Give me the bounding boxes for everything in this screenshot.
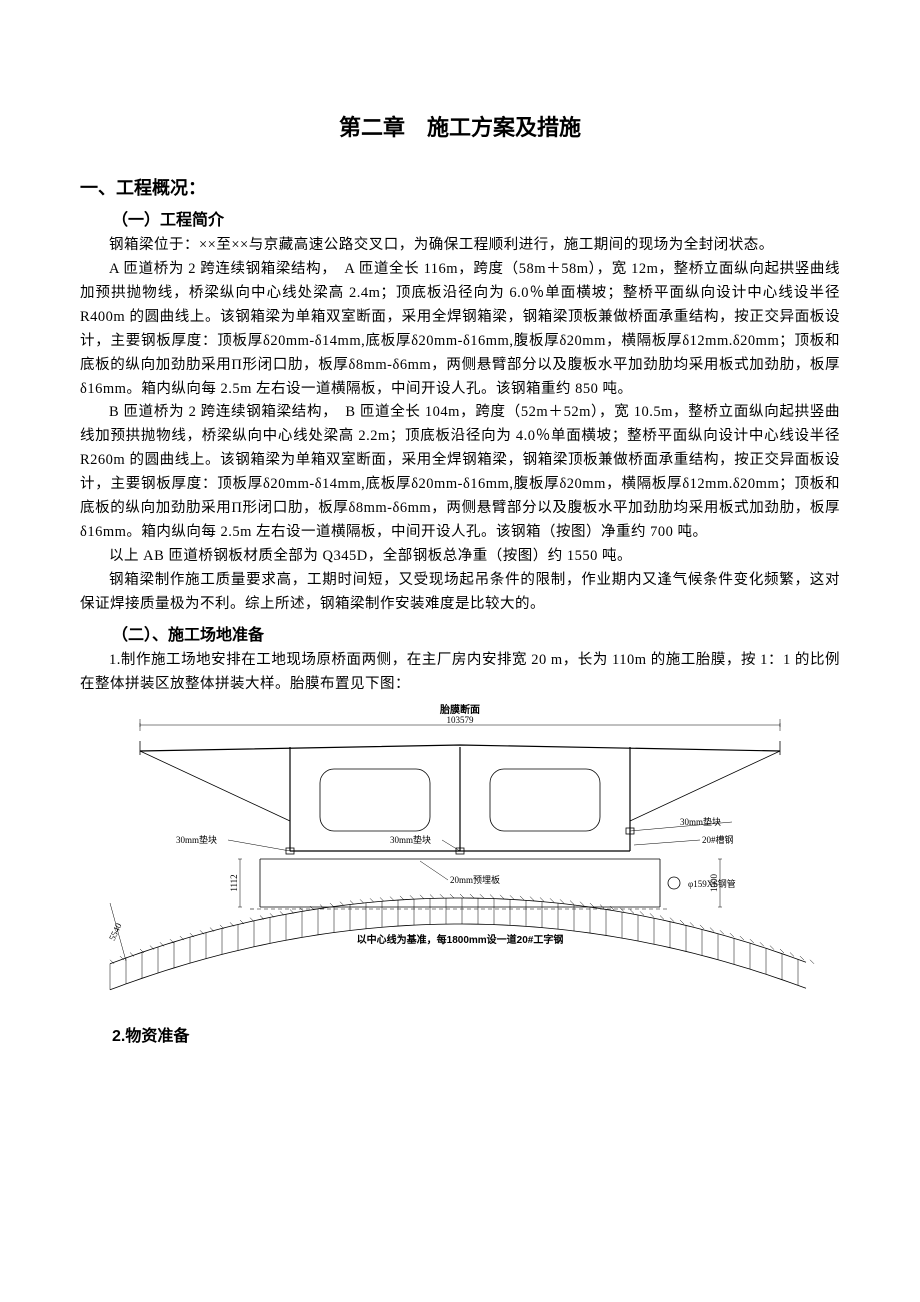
subsection-heading-1: （一）工程简介 bbox=[80, 206, 840, 230]
subsection-heading-2: （二）、施工场地准备 bbox=[80, 621, 840, 645]
svg-text:1112: 1112 bbox=[229, 874, 239, 891]
paragraph: B 匝道桥为 2 跨连续钢箱梁结构， B 匝道全长 104m，跨度（52m＋52… bbox=[80, 401, 840, 545]
svg-text:30mm垫块: 30mm垫块 bbox=[390, 834, 431, 845]
paragraph: 钢箱梁制作施工质量要求高，工期时间短，又受现场起吊条件的限制，作业期内又逢气候条… bbox=[80, 569, 840, 617]
paragraph: 钢箱梁位于：××至××与京藏高速公路交叉口，为确保工程顺利进行，施工期间的现场为… bbox=[80, 234, 840, 258]
svg-text:20mm预埋板: 20mm预埋板 bbox=[450, 874, 500, 885]
jig-section-diagram: 胎膜断面10357930mm垫块30mm垫块30mm垫块20#槽钢20mm预埋板… bbox=[80, 703, 840, 1018]
svg-text:103579: 103579 bbox=[447, 715, 475, 725]
svg-text:5540: 5540 bbox=[107, 921, 124, 942]
subsection-heading-3: 2.物资准备 bbox=[80, 1022, 840, 1046]
paragraph: 以上 AB 匝道桥钢板材质全部为 Q345D，全部钢板总净重（按图）约 1550… bbox=[80, 545, 840, 569]
paragraph: 1.制作施工场地安排在工地现场原桥面两侧，在主厂房内安排宽 20 m，长为 11… bbox=[80, 649, 840, 697]
paragraph: A 匝道桥为 2 跨连续钢箱梁结构， A 匝道全长 116m，跨度（58m＋58… bbox=[80, 258, 840, 402]
svg-text:1000: 1000 bbox=[709, 873, 719, 892]
svg-text:20#槽钢: 20#槽钢 bbox=[702, 834, 734, 845]
svg-text:30mm垫块: 30mm垫块 bbox=[680, 816, 721, 827]
chapter-title: 第二章 施工方案及措施 bbox=[80, 110, 840, 142]
svg-text:30mm垫块: 30mm垫块 bbox=[176, 834, 217, 845]
svg-text:以中心线为基准，每1800mm设一道20#工字钢: 以中心线为基准，每1800mm设一道20#工字钢 bbox=[357, 933, 564, 946]
section-heading-1: 一、工程概况： bbox=[80, 174, 840, 200]
